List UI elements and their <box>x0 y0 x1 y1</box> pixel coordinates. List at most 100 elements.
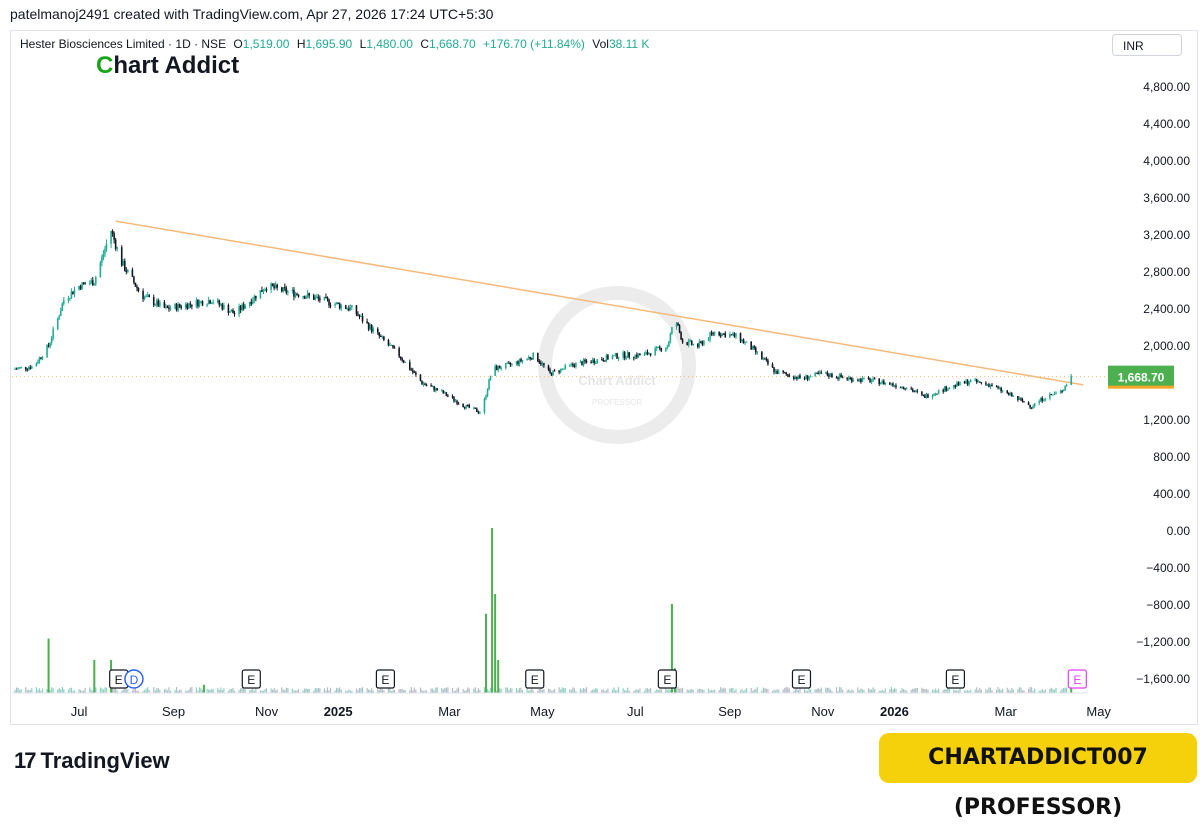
candle-body <box>137 288 140 291</box>
candle-body <box>26 369 29 371</box>
volume-bar <box>1021 690 1024 693</box>
candle-body <box>163 301 166 308</box>
volume-bar <box>942 689 944 693</box>
volume-bar <box>467 687 469 693</box>
tradingview-logo[interactable]: 17 TradingView <box>14 748 170 774</box>
candle-body <box>434 388 437 391</box>
candle-body <box>573 365 576 367</box>
volume-bar <box>806 690 809 693</box>
volume-bar <box>28 689 30 693</box>
volume-bar <box>230 689 233 693</box>
candle-body <box>697 344 699 348</box>
trendline[interactable] <box>115 220 1084 386</box>
candle-body <box>616 353 618 359</box>
candle-body <box>913 391 916 393</box>
candle-body <box>210 302 213 304</box>
volume-bar <box>848 689 850 693</box>
earnings-event-marker[interactable] <box>241 669 261 689</box>
volume-bar <box>764 688 766 693</box>
candle-body <box>72 291 74 295</box>
candle-body <box>334 304 336 306</box>
candle-body <box>303 296 306 299</box>
chart-frame[interactable] <box>10 30 1198 725</box>
earnings-event-marker[interactable] <box>525 669 545 689</box>
volume-bar <box>259 690 262 693</box>
volume-bar <box>124 688 126 693</box>
y-tick-label: 3,200.00 <box>1143 228 1190 242</box>
candle-body <box>520 358 522 362</box>
candle-body <box>713 331 716 335</box>
candle-body <box>337 302 339 304</box>
candle-body <box>157 300 160 307</box>
volume-bar <box>400 689 402 693</box>
open-label: O <box>233 37 243 51</box>
candle-body <box>724 333 727 338</box>
volume-bar <box>265 688 268 693</box>
candle-body <box>526 358 528 361</box>
earnings-event-marker[interactable] <box>791 669 812 689</box>
volume-bar <box>272 689 274 693</box>
candle-body <box>476 408 478 412</box>
candle-body <box>988 384 990 387</box>
currency-selector[interactable]: INR <box>1112 34 1182 56</box>
candle-body <box>974 379 977 381</box>
earnings-event-marker[interactable] <box>375 669 395 689</box>
volume-bar <box>500 688 502 693</box>
volume-bar <box>622 688 624 693</box>
earnings-event-marker[interactable] <box>657 669 677 689</box>
candle-body <box>498 365 501 369</box>
candle-body <box>273 285 275 289</box>
volume-bar <box>906 690 908 693</box>
candle-body <box>867 377 870 380</box>
candle-body <box>29 367 32 369</box>
volume-bar <box>377 689 379 693</box>
earnings-event-marker[interactable] <box>945 669 966 689</box>
volume-bar <box>1043 690 1045 693</box>
volume-bar <box>1049 688 1051 693</box>
volume-bar <box>979 687 981 693</box>
dividend-event-marker[interactable] <box>124 669 144 689</box>
volume-bar <box>325 690 327 693</box>
volume-bar <box>488 690 490 693</box>
candle-body <box>421 381 423 385</box>
volume-bar <box>421 689 423 693</box>
candle-body <box>200 301 202 303</box>
candle-body <box>584 359 586 362</box>
candle-body <box>957 382 960 386</box>
volume-bar <box>296 690 298 693</box>
volume-bar <box>910 689 912 693</box>
earnings-event-marker[interactable] <box>1067 669 1087 689</box>
volume-bar <box>111 687 114 693</box>
candle-body <box>698 341 701 348</box>
price-chart[interactable]: 4,800.00 4,400.00 4,000.00 3,600.00 3,200.00… <box>0 0 1200 790</box>
volume-bar <box>883 690 885 693</box>
symbol-name[interactable]: Hester Biosciences Limited · 1D · NSE <box>20 37 227 51</box>
candle-body <box>284 287 286 289</box>
volume-bar <box>270 688 272 693</box>
volume-spike <box>47 638 50 693</box>
candle-body <box>293 289 295 297</box>
volume-bar <box>700 689 702 693</box>
candle-body <box>730 334 733 336</box>
candle-body <box>658 346 661 348</box>
volume-bar <box>592 689 594 693</box>
volume-bar <box>371 688 373 693</box>
candle-body <box>73 289 76 295</box>
candle-body <box>552 370 554 376</box>
volume-bar <box>221 690 223 693</box>
candle-body <box>91 280 94 286</box>
candle-body <box>305 296 307 299</box>
volume-bar <box>1064 687 1066 693</box>
volume-bar <box>25 687 27 693</box>
volume-bar <box>441 687 443 693</box>
volume-bar <box>851 689 853 693</box>
volume-bar <box>803 689 806 693</box>
candle-body <box>252 300 254 304</box>
candle-body <box>1009 393 1012 395</box>
candle-body <box>617 357 620 359</box>
volume-bar <box>473 688 475 693</box>
volume-bar <box>997 687 999 693</box>
candle-body <box>633 357 635 359</box>
candle-body <box>712 333 714 335</box>
x-tick-label: 2026 <box>880 704 909 719</box>
